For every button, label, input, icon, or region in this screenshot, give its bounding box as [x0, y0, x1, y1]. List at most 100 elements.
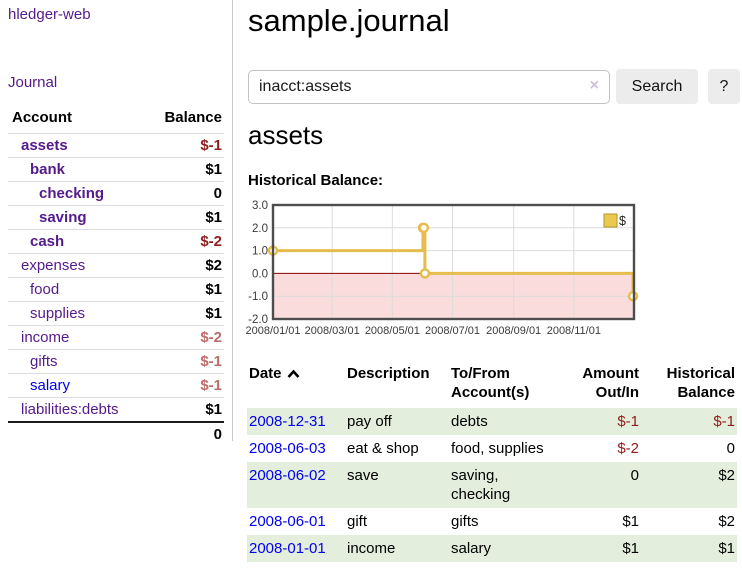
register-header-balance[interactable]: Historical Balance	[666, 365, 735, 401]
sidebar-account-link-salary[interactable]: salary	[30, 377, 71, 394]
transaction-date-link[interactable]: 2008-06-02	[249, 467, 326, 484]
svg-text:-1.0: -1.0	[248, 291, 268, 303]
transaction-balance: $1	[718, 540, 735, 557]
svg-text:0.0: 0.0	[252, 268, 268, 280]
account-balance: $-2	[146, 325, 224, 350]
account-balance: $-2	[146, 229, 224, 254]
account-row: food $1	[8, 277, 224, 302]
sidebar-account-link-expenses[interactable]: expenses	[21, 257, 86, 274]
account-balance: $1	[146, 205, 224, 230]
sidebar-account-link-liabilities-debts[interactable]: liabilities:debts	[21, 401, 119, 418]
accounts-table: Account Balance assets $-1 bank $1 checking 0…	[8, 106, 224, 446]
register-header-description[interactable]: Description	[347, 365, 430, 382]
search-form: × Search ?	[248, 69, 740, 104]
transaction-date-link[interactable]: 2008-12-31	[249, 413, 326, 430]
transaction-balance: $2	[718, 513, 735, 530]
account-row: income $-2	[8, 325, 224, 350]
transaction-amount: 0	[630, 467, 639, 484]
chart-title: Historical Balance:	[248, 172, 384, 189]
transaction-date-link[interactable]: 2008-01-01	[249, 540, 326, 557]
transaction-row: 2008-01-01 income salary $1 $1	[247, 535, 737, 562]
account-balance: $1	[146, 277, 224, 302]
account-balance: $1	[146, 301, 224, 326]
account-row: bank $1	[8, 157, 224, 182]
svg-text:2.0: 2.0	[252, 223, 268, 235]
svg-text:$: $	[619, 214, 626, 228]
account-balance: 0	[146, 181, 224, 206]
svg-text:-2.0: -2.0	[248, 314, 268, 326]
sidebar-account-link-income[interactable]: income	[21, 329, 70, 346]
account-row: saving $1	[8, 205, 224, 230]
sidebar-account-link-cash[interactable]: cash	[30, 233, 65, 250]
app-title-link[interactable]: hledger-web	[8, 6, 91, 23]
register-header-amount[interactable]: Amount Out/In	[582, 365, 639, 401]
svg-text:1.0: 1.0	[252, 246, 268, 258]
sidebar-account-link-checking[interactable]: checking	[39, 185, 105, 202]
transaction-amount: $1	[622, 540, 639, 557]
account-balance: $1	[146, 397, 224, 422]
svg-text:2008/01/01: 2008/01/01	[245, 325, 300, 337]
transaction-amount: $-2	[617, 440, 639, 457]
svg-text:2008/11/01: 2008/11/01	[547, 325, 601, 337]
transaction-description: eat & shop	[347, 440, 419, 457]
transaction-accounts: food, supplies	[451, 440, 544, 457]
sidebar-account-link-assets[interactable]: assets	[21, 137, 68, 154]
clear-search-icon[interactable]: ×	[589, 76, 599, 94]
sidebar-account-link-supplies[interactable]: supplies	[30, 305, 86, 322]
transaction-row: 2008-06-02 save saving, checking 0 $2	[247, 462, 737, 508]
sidebar-account-link-food[interactable]: food	[30, 281, 60, 298]
transaction-accounts: saving, checking	[451, 467, 511, 503]
sidebar-account-link-saving[interactable]: saving	[39, 209, 87, 226]
accounts-total: 0	[8, 421, 224, 446]
sidebar-account-link-gifts[interactable]: gifts	[30, 353, 58, 370]
register-header-accounts[interactable]: To/From Account(s)	[451, 365, 530, 401]
sort-ascending-icon	[287, 365, 300, 384]
account-row: liabilities:debts $1	[8, 397, 224, 422]
register-header-date[interactable]: Date	[247, 362, 345, 408]
transaction-date-link[interactable]: 2008-06-03	[249, 440, 326, 457]
search-button[interactable]: Search	[616, 69, 698, 104]
account-balance: $1	[146, 157, 224, 182]
transaction-balance: 0	[726, 440, 735, 457]
account-row: checking 0	[8, 181, 224, 206]
svg-text:3.0: 3.0	[252, 200, 268, 212]
transaction-balance: $2	[718, 467, 735, 484]
account-row: supplies $1	[8, 301, 224, 326]
accounts-header-account: Account	[12, 109, 72, 126]
account-row: cash $-2	[8, 229, 224, 254]
account-row: assets $-1	[8, 133, 224, 158]
transaction-accounts: gifts	[451, 513, 479, 530]
accounts-header-balance: Balance	[164, 109, 222, 126]
account-row: gifts $-1	[8, 349, 224, 374]
sidebar: hledger-web Journal Account Balance asse…	[0, 0, 233, 446]
transaction-row: 2008-06-03 eat & shop food, supplies $-2 0	[247, 435, 737, 462]
svg-text:2008/09/01: 2008/09/01	[486, 325, 541, 337]
transaction-amount: $1	[622, 513, 639, 530]
account-row: salary $-1	[8, 373, 224, 398]
help-button[interactable]: ?	[708, 69, 740, 104]
svg-text:2008/07/01: 2008/07/01	[425, 325, 480, 337]
transaction-accounts: salary	[451, 540, 492, 557]
account-balance: $2	[146, 253, 224, 278]
account-title: assets	[248, 120, 324, 150]
transaction-balance: $-1	[713, 413, 735, 430]
account-row: expenses $2	[8, 253, 224, 278]
transaction-description: gift	[347, 513, 368, 530]
svg-text:2008/03/01: 2008/03/01	[305, 325, 360, 337]
sidebar-item-journal[interactable]: Journal	[8, 74, 58, 91]
register-table: Date Description To/From Account(s) Amou…	[247, 362, 737, 562]
sidebar-account-link-bank[interactable]: bank	[30, 161, 66, 178]
page-title: sample.journal	[248, 3, 450, 38]
account-balance: $-1	[146, 133, 224, 158]
account-balance: $-1	[146, 373, 224, 398]
transaction-amount: $-1	[617, 413, 639, 430]
transaction-accounts: debts	[451, 413, 488, 430]
transaction-row: 2008-06-01 gift gifts $1 $2	[247, 508, 737, 535]
svg-text:2008/05/01: 2008/05/01	[365, 325, 420, 337]
transaction-description: save	[347, 467, 379, 484]
transaction-description: pay off	[347, 413, 392, 430]
transaction-date-link[interactable]: 2008-06-01	[249, 513, 326, 530]
transaction-row: 2008-12-31 pay off debts $-1 $-1	[247, 408, 737, 435]
search-input[interactable]	[248, 69, 610, 104]
